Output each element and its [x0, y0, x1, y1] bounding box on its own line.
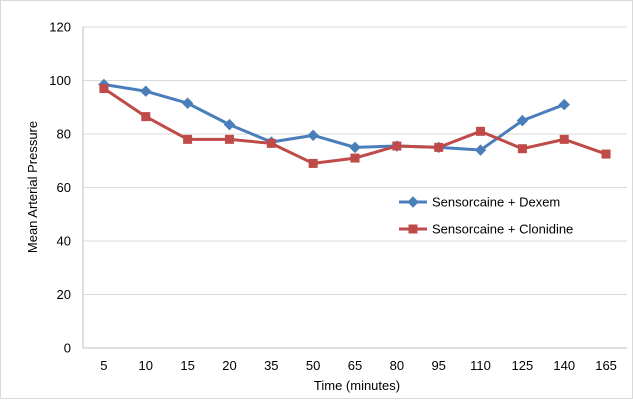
x-tick-labels: 5 10 15 20 35 50 65 80 95 110 125 140 165 — [100, 358, 617, 373]
gridlines — [83, 26, 627, 295]
data-point — [516, 114, 529, 127]
data-point — [474, 144, 487, 156]
legend-item: Sensorcaine + Dexem — [399, 195, 560, 210]
legend-label: Sensorcaine + Dexem — [432, 195, 560, 210]
data-point — [476, 126, 486, 136]
x-tick-label: 10 — [139, 358, 153, 373]
data-point — [392, 141, 402, 151]
y-tick-label: 40 — [57, 234, 71, 249]
x-tick-label: 15 — [180, 358, 194, 373]
data-point — [517, 144, 527, 154]
series-lines — [98, 78, 611, 168]
data-point — [349, 141, 361, 154]
x-tick-label: 65 — [348, 358, 362, 373]
data-point — [434, 142, 444, 152]
data-point — [140, 85, 152, 97]
x-tick-label: 50 — [306, 358, 320, 373]
data-point — [559, 134, 569, 144]
x-tick-label: 165 — [595, 358, 617, 373]
data-point — [181, 97, 194, 109]
axes — [82, 27, 627, 349]
y-tick-label: 100 — [49, 73, 71, 88]
data-point — [601, 149, 611, 159]
data-point — [99, 84, 109, 94]
y-tick-label: 120 — [49, 20, 71, 35]
x-tick-label: 95 — [431, 358, 445, 373]
data-point — [558, 98, 570, 111]
y-axis-title: Mean Arterial Pressure — [25, 121, 40, 253]
y-tick-labels: 0 20 40 60 80 100 120 — [49, 20, 71, 356]
y-tick-label: 80 — [57, 127, 71, 142]
x-tick-label: 20 — [222, 358, 236, 373]
data-point — [266, 138, 276, 148]
series-1 — [98, 78, 570, 156]
x-axis-title: Time (minutes) — [314, 378, 400, 393]
legend-swatch-marker — [408, 224, 418, 234]
series-2 — [99, 84, 611, 168]
legend-label: Sensorcaine + Clonidine — [432, 222, 573, 237]
legend: Sensorcaine + Dexem Sensorcaine + Clonidi… — [399, 195, 573, 237]
y-tick-label: 0 — [64, 341, 71, 356]
y-tick-label: 20 — [57, 287, 71, 302]
legend-swatch-marker — [407, 196, 419, 208]
data-point — [183, 134, 193, 144]
y-tick-label: 60 — [57, 180, 71, 195]
series-line — [103, 83, 565, 152]
data-point — [224, 134, 234, 144]
x-tick-label: 80 — [390, 358, 404, 373]
data-point — [350, 153, 360, 163]
data-point — [223, 118, 236, 131]
legend-item: Sensorcaine + Clonidine — [399, 222, 573, 237]
data-point — [307, 129, 319, 142]
x-tick-label: 35 — [264, 358, 278, 373]
x-tick-label: 140 — [553, 358, 575, 373]
data-point — [308, 158, 318, 168]
data-point — [141, 112, 151, 122]
x-tick-label: 110 — [470, 358, 491, 373]
x-tick-label: 5 — [100, 358, 107, 373]
x-tick-label: 125 — [512, 358, 534, 373]
